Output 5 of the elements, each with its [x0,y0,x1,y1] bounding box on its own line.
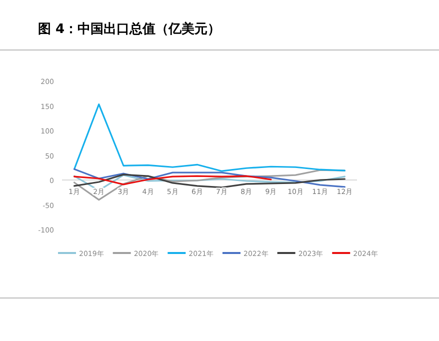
chart-title: 图 4：中国出口总值（亿美元） [38,21,221,37]
line-series [73,103,346,172]
line-series [73,175,272,186]
line-series [73,168,346,188]
line-series [73,174,346,188]
